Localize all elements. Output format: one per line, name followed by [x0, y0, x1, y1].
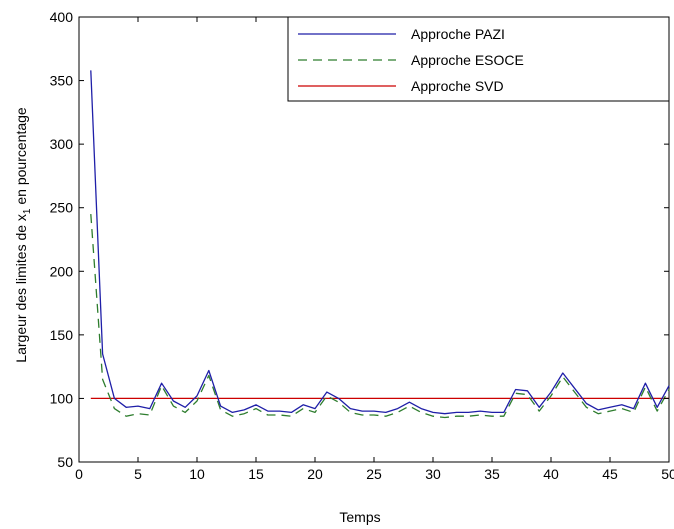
y-tick-label: 50	[57, 454, 73, 470]
x-tick-label: 5	[134, 466, 142, 482]
y-axis-label-part1: Largeur des limites de x	[13, 214, 29, 363]
series-line-approche-pazi	[90, 70, 670, 415]
y-axis-ticks: 50 100 150 200 250 300 350 400	[50, 9, 669, 470]
legend-label-pazi: Approche PAZI	[411, 26, 505, 42]
x-axis-ticks: 0 5 10 15 20 25 30 35 40 45 50	[75, 17, 674, 482]
x-tick-label: 25	[366, 466, 382, 482]
y-tick-label: 200	[50, 263, 74, 279]
x-tick-label: 20	[307, 466, 323, 482]
series-line-approche-esoce	[90, 214, 670, 419]
x-tick-label: 15	[248, 466, 264, 482]
legend-box	[287, 16, 670, 102]
x-tick-label: 40	[543, 466, 559, 482]
x-tick-label: 35	[484, 466, 500, 482]
x-tick-label: 30	[425, 466, 441, 482]
legend-label-svd: Approche SVD	[411, 78, 504, 94]
y-tick-label: 100	[50, 390, 74, 406]
y-tick-label: 300	[50, 136, 74, 152]
y-tick-label: 350	[50, 73, 74, 89]
legend: Approche PAZI Approche ESOCE Approche SV…	[287, 16, 670, 102]
y-axis-label: Largeur des limites de x1 en pourcentage	[13, 107, 33, 363]
x-tick-label: 0	[75, 466, 83, 482]
y-tick-label: 250	[50, 200, 74, 216]
y-axis-label-part2: en pourcentage	[13, 107, 29, 208]
y-tick-label: 150	[50, 327, 74, 343]
x-tick-label: 45	[602, 466, 618, 482]
x-tick-label: 50	[661, 466, 674, 482]
y-tick-label: 400	[50, 9, 74, 25]
y-axis-label-subscript: 1	[22, 208, 33, 214]
x-tick-label: 10	[189, 466, 205, 482]
x-axis-label: Temps	[339, 509, 380, 525]
legend-label-esoce: Approche ESOCE	[411, 52, 524, 68]
